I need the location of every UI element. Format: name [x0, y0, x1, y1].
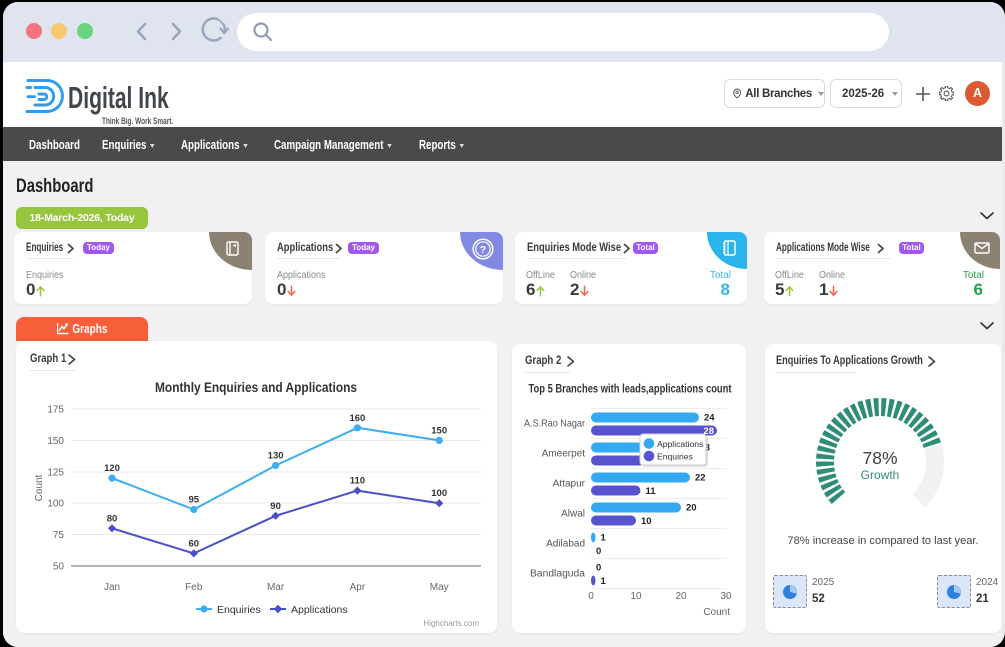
svg-text:100: 100 [431, 488, 447, 499]
svg-text:0: 0 [596, 563, 601, 574]
svg-text:60: 60 [189, 538, 200, 549]
svg-text:11: 11 [646, 486, 657, 497]
svg-text:Ameerpet: Ameerpet [542, 449, 586, 460]
svg-text:110: 110 [350, 476, 365, 487]
svg-text:May: May [430, 582, 449, 593]
svg-text:120: 120 [104, 463, 120, 474]
svg-text:30: 30 [720, 591, 732, 602]
svg-text:150: 150 [431, 425, 447, 436]
svg-text:75: 75 [53, 530, 65, 541]
svg-text:Applications: Applications [657, 439, 703, 449]
svg-text:150: 150 [47, 436, 64, 447]
svg-text:95: 95 [189, 495, 200, 506]
svg-text:A.S.Rao Nagar: A.S.Rao Nagar [524, 419, 586, 430]
svg-text:100: 100 [47, 499, 64, 510]
svg-text:10: 10 [630, 591, 642, 602]
svg-text:Apr: Apr [350, 582, 366, 593]
svg-text:50: 50 [53, 562, 65, 573]
svg-text:Count: Count [34, 474, 45, 501]
svg-text:Top 5 Branches with leads,appl: Top 5 Branches with leads,applications c… [529, 384, 732, 396]
svg-text:Enquiries: Enquiries [217, 604, 261, 616]
svg-text:10: 10 [641, 516, 652, 527]
svg-text:1: 1 [601, 576, 607, 587]
svg-text:24: 24 [704, 413, 715, 424]
svg-text:80: 80 [107, 513, 118, 524]
svg-text:Bandlaguda: Bandlaguda [530, 569, 585, 580]
svg-text:Highcharts.com: Highcharts.com [423, 619, 479, 628]
svg-text:20: 20 [675, 591, 687, 602]
svg-text:90: 90 [270, 501, 281, 512]
svg-text:1: 1 [601, 533, 607, 544]
svg-text:Mar: Mar [267, 582, 285, 593]
svg-text:175: 175 [47, 405, 64, 416]
svg-text:160: 160 [349, 413, 365, 424]
svg-text:Jan: Jan [104, 582, 120, 593]
svg-text:Attapur: Attapur [553, 479, 586, 490]
svg-text:20: 20 [686, 503, 697, 514]
svg-text:125: 125 [47, 467, 64, 478]
svg-text:Monthly Enquiries and Applicat: Monthly Enquiries and Applications [155, 379, 357, 395]
svg-text:?: ? [480, 244, 486, 256]
svg-text:0: 0 [596, 546, 601, 557]
svg-text:Alwal: Alwal [561, 509, 585, 520]
svg-text:28: 28 [703, 426, 714, 437]
svg-text:Count: Count [703, 607, 730, 618]
svg-text:22: 22 [695, 473, 706, 484]
svg-text:Adilabad: Adilabad [546, 539, 585, 550]
svg-text:Enquiries: Enquiries [657, 452, 693, 462]
svg-text:Feb: Feb [185, 582, 203, 593]
svg-text:Applications: Applications [291, 604, 348, 616]
svg-text:130: 130 [268, 451, 284, 462]
svg-text:0: 0 [588, 591, 594, 602]
